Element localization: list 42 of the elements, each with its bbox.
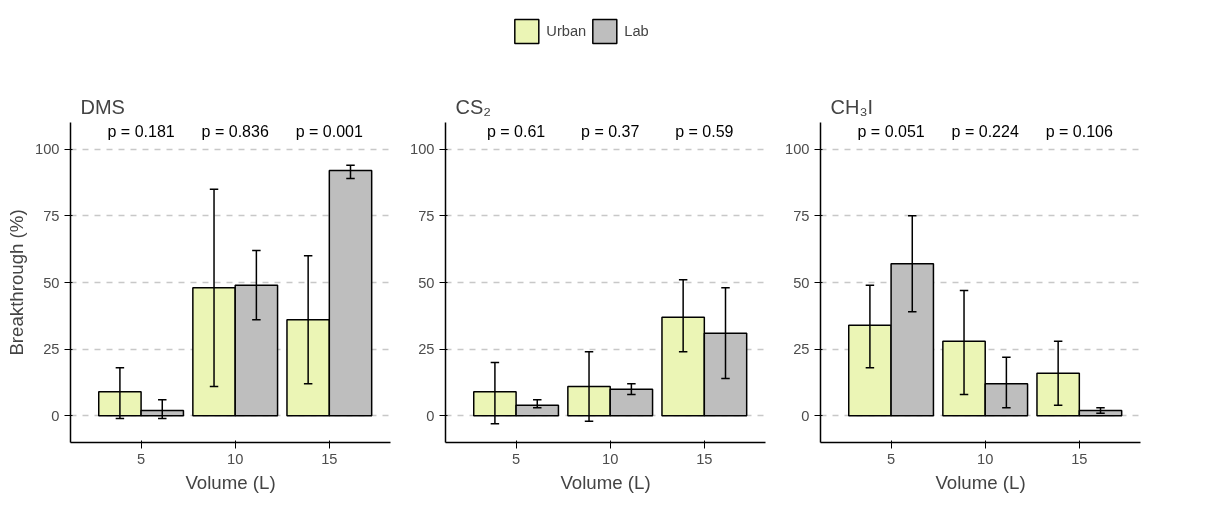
annotation: p = 0.61 (486, 122, 546, 140)
y-tick-label: 25 (43, 341, 60, 358)
x-axis-title: Volume (L) (185, 471, 276, 493)
y-tick-label: 0 (51, 407, 60, 424)
y-tick-label: 75 (793, 207, 810, 224)
legend-label: Lab (624, 23, 649, 39)
x-tick-label: 10 (977, 450, 994, 467)
y-tick-label: 0 (801, 407, 810, 424)
chart-title: DMS (80, 95, 125, 118)
annotation: p = 0.181 (107, 122, 175, 140)
y-tick-label: 75 (418, 207, 435, 224)
x-tick-label: 10 (602, 450, 619, 467)
annotation: p = 0.224 (951, 122, 1019, 140)
x-tick-label: 5 (887, 450, 896, 467)
annotation: p = 0.37 (581, 122, 640, 140)
legend-label: Urban (546, 23, 587, 39)
x-tick-label: 5 (137, 450, 146, 467)
y-tick-label: 75 (43, 207, 60, 224)
y-tick-label: 25 (793, 341, 810, 358)
chart-title: CH₃I (830, 95, 874, 118)
y-tick-label: 100 (410, 141, 435, 158)
x-tick-label: 15 (696, 450, 713, 467)
x-tick-label: 15 (1071, 450, 1088, 467)
y-axis-title: Breakthrough (%) (6, 209, 28, 356)
annotation: p = 0.836 (201, 122, 269, 140)
x-axis-title: Volume (L) (560, 471, 651, 493)
x-axis-title: Volume (L) (935, 471, 1026, 493)
y-tick-label: 100 (785, 141, 810, 158)
y-tick-label: 50 (418, 274, 435, 291)
annotation: p = 0.59 (675, 122, 734, 140)
x-tick-label: 15 (321, 450, 338, 467)
annotation: p = 0.001 (295, 122, 364, 140)
chart-title: CS₂ (455, 95, 492, 118)
x-tick-label: 10 (227, 450, 244, 467)
annotation: p = 0.106 (1045, 122, 1114, 140)
y-tick-label: 50 (793, 274, 810, 291)
annotation: p = 0.051 (857, 122, 925, 140)
y-tick-label: 50 (43, 274, 60, 291)
y-tick-label: 0 (426, 407, 435, 424)
y-tick-label: 100 (35, 141, 60, 158)
x-tick-label: 5 (512, 450, 521, 467)
y-tick-label: 25 (418, 341, 435, 358)
